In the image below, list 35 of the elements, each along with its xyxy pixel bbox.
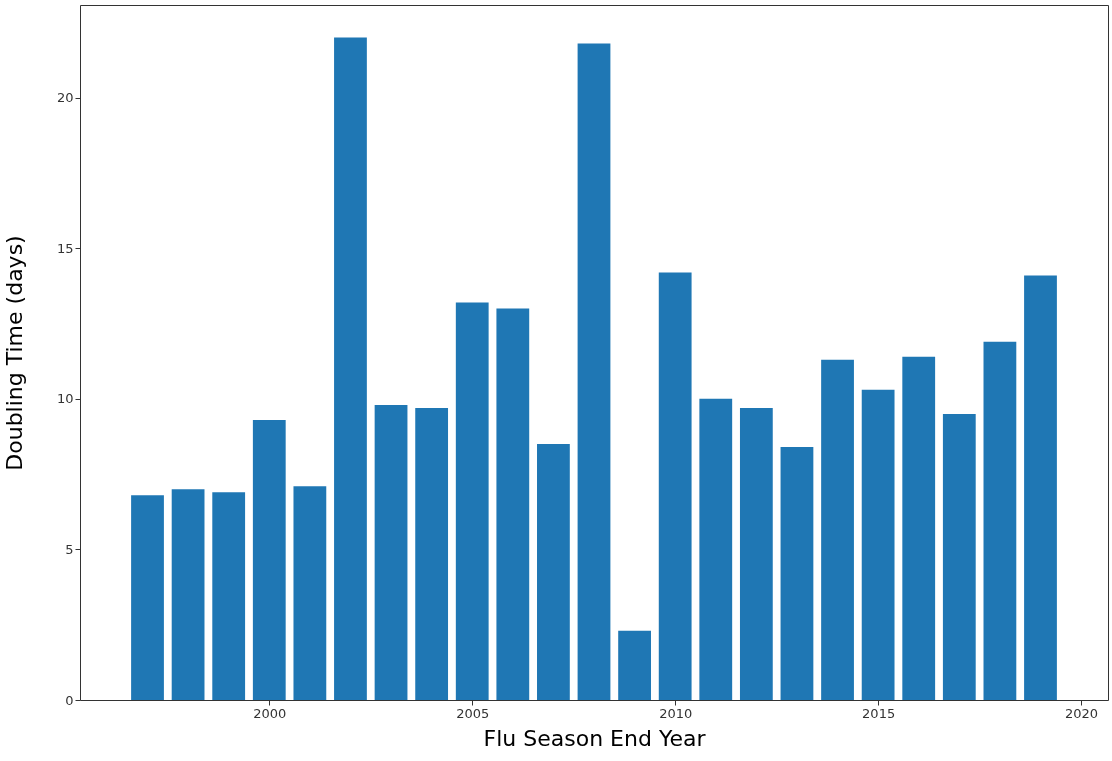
y-axis-title: Doubling Time (days): [1, 235, 27, 471]
x-tick-label: 2005: [456, 705, 490, 721]
bar: [334, 37, 367, 700]
bar: [739, 407, 773, 700]
y-tick-label: 15: [56, 240, 74, 256]
y-tick-label: 0: [65, 692, 74, 708]
bar: [821, 359, 854, 700]
bar: [252, 419, 286, 700]
bar: [780, 447, 814, 700]
bar: [212, 492, 246, 700]
y-tick-label: 10: [56, 391, 74, 407]
x-tick-label: 2010: [659, 705, 693, 721]
y-tick-label: 5: [65, 541, 74, 557]
bar: [577, 43, 611, 700]
bar: [1024, 275, 1057, 700]
x-tick-label: 2020: [1065, 705, 1099, 721]
bar: [537, 444, 570, 700]
x-tick-label: 2015: [862, 705, 896, 721]
bar: [942, 413, 976, 700]
bar: [293, 486, 327, 700]
bar: [618, 630, 651, 700]
x-tick-label: 2000: [253, 705, 287, 721]
bar: [171, 489, 205, 700]
bar: [131, 495, 164, 700]
bar: [658, 272, 692, 700]
bar: [455, 302, 489, 700]
bar: [902, 356, 936, 700]
bar: [496, 308, 530, 700]
x-axis-title: Flu Season End Year: [483, 725, 707, 751]
bar: [374, 404, 408, 700]
bar: [415, 407, 449, 700]
y-tick-label: 20: [56, 90, 74, 106]
bar: [699, 398, 733, 700]
bar: [983, 341, 1017, 700]
bar: [861, 389, 895, 700]
